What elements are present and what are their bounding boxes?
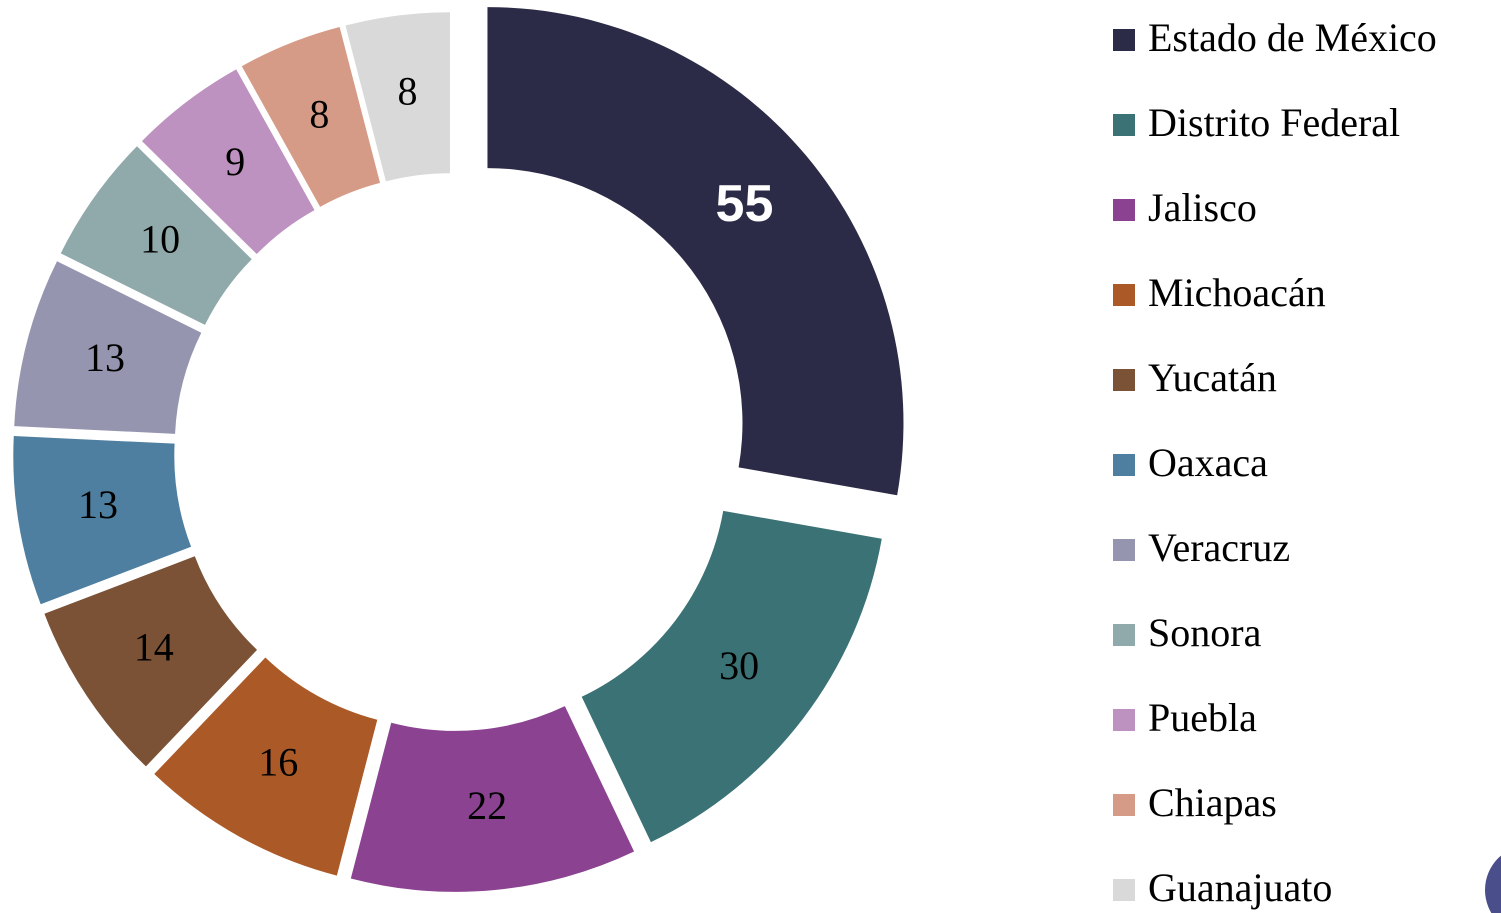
donut-segment <box>14 261 202 434</box>
legend-swatch <box>1113 454 1135 476</box>
legend-label: Sonora <box>1148 610 1262 655</box>
legend-swatch <box>1113 284 1135 306</box>
legend-swatch <box>1113 369 1135 391</box>
data-label: 55 <box>716 175 774 233</box>
legend-label: Michoacán <box>1148 270 1326 315</box>
donut-segment <box>581 510 882 843</box>
data-label: 22 <box>467 783 507 828</box>
page-badge <box>1485 855 1501 913</box>
data-label: 9 <box>225 139 245 184</box>
data-label: 14 <box>134 624 174 669</box>
data-label: 10 <box>140 217 180 262</box>
legend-swatch <box>1113 794 1135 816</box>
legend-label: Yucatán <box>1148 355 1277 400</box>
legend-label: Puebla <box>1148 695 1257 740</box>
legend-swatch <box>1113 114 1135 136</box>
donut-segment <box>350 706 635 892</box>
data-label: 13 <box>85 335 125 380</box>
legend-label: Distrito Federal <box>1148 100 1400 145</box>
legend-swatch <box>1113 199 1135 221</box>
donut-segment <box>44 556 258 767</box>
legend-label: Jalisco <box>1148 185 1257 230</box>
donut-segment <box>154 657 378 876</box>
legend-swatch <box>1113 624 1135 646</box>
data-label: 16 <box>258 739 298 784</box>
donut-segment <box>487 7 904 496</box>
legend-swatch <box>1113 539 1135 561</box>
legend-label: Oaxaca <box>1148 440 1268 485</box>
data-label: 30 <box>719 643 759 688</box>
legend-swatch <box>1113 29 1135 51</box>
legend-swatch <box>1113 709 1135 731</box>
legend-label: Guanajuato <box>1148 865 1332 910</box>
data-label: 8 <box>397 69 417 114</box>
legend-label: Estado de México <box>1148 15 1437 60</box>
donut-segment <box>141 69 315 255</box>
legend-label: Veracruz <box>1148 525 1290 570</box>
legend-swatch <box>1113 879 1135 901</box>
data-label: 13 <box>78 482 118 527</box>
donut-segment <box>345 12 450 182</box>
donut-segment <box>13 435 192 605</box>
legend-label: Chiapas <box>1148 780 1277 825</box>
donut-segment <box>241 27 381 207</box>
data-label: 8 <box>309 91 329 136</box>
donut-segment <box>60 146 252 325</box>
